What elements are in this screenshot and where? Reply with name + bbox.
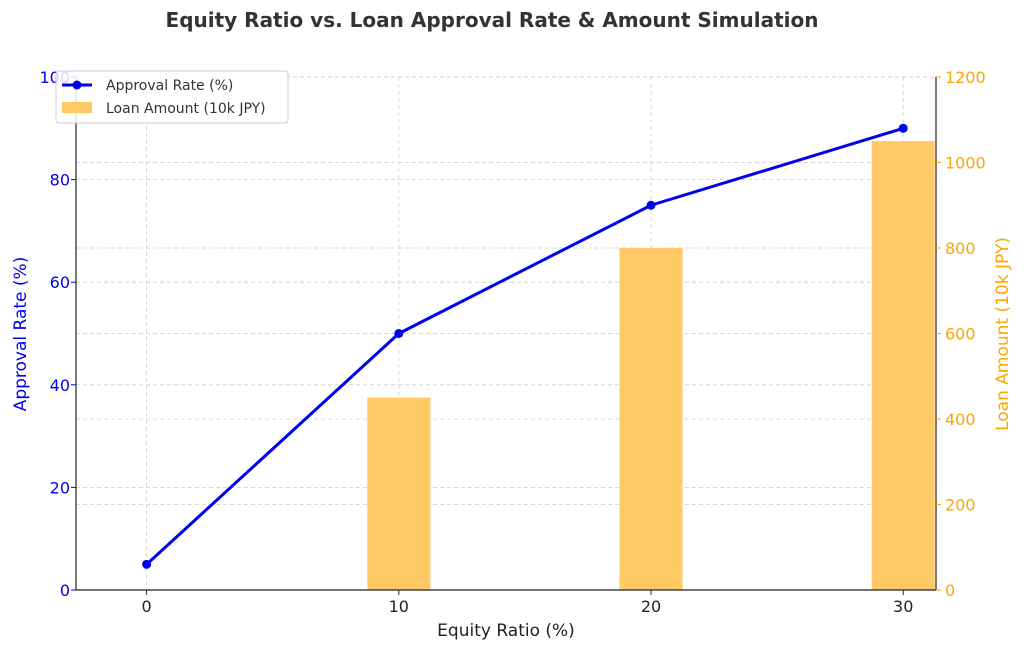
y-tick-label-left: 20 xyxy=(50,478,70,497)
approval-rate-point xyxy=(142,559,152,569)
loan-amount-bar xyxy=(871,141,935,590)
bars-layer xyxy=(367,141,935,590)
loan-amount-bar xyxy=(367,397,431,590)
x-tick-label: 30 xyxy=(893,597,913,616)
y-tick-label-right: 200 xyxy=(945,496,976,515)
legend-label-loan-amount: Loan Amount (10k JPY) xyxy=(106,101,266,117)
x-tick-label: 10 xyxy=(389,597,409,616)
approval-rate-point xyxy=(898,123,908,133)
legend-box xyxy=(55,70,289,124)
chart-title: Equity Ratio vs. Loan Approval Rate & Am… xyxy=(166,8,819,32)
loan-amount-bar xyxy=(619,248,683,590)
y-tick-label-left: 80 xyxy=(50,171,70,190)
y-tick-label-right: 0 xyxy=(945,581,955,600)
approval-rate-point xyxy=(394,329,404,338)
x-tick-label: 0 xyxy=(142,597,152,616)
grid-layer xyxy=(76,76,936,591)
x-tick-label: 20 xyxy=(641,597,661,616)
y-axis-label-right: Loan Amount (10k JPY) xyxy=(993,237,1013,431)
y-tick-label-right: 1000 xyxy=(945,154,986,173)
y-tick-label-right: 400 xyxy=(945,410,976,429)
y-tick-label-left: 0 xyxy=(60,581,70,600)
x-axis-label: Equity Ratio (%) xyxy=(437,621,575,641)
y-tick-label-left: 40 xyxy=(50,376,70,395)
line-layer xyxy=(142,123,908,569)
y-tick-label-right: 600 xyxy=(945,325,976,344)
y-tick-label-right: 1200 xyxy=(945,68,986,87)
y-tick-label-right: 800 xyxy=(945,239,976,258)
legend-bar-swatch xyxy=(62,102,92,113)
legend: Approval Rate (%) Loan Amount (10k JPY) xyxy=(55,70,289,124)
legend-line-marker xyxy=(72,80,82,90)
y-tick-label-left: 60 xyxy=(50,273,70,292)
y-axis-label-left: Approval Rate (%) xyxy=(11,257,31,412)
approval-rate-line xyxy=(145,126,904,566)
legend-label-approval-rate: Approval Rate (%) xyxy=(106,78,233,94)
approval-rate-point xyxy=(646,200,656,210)
